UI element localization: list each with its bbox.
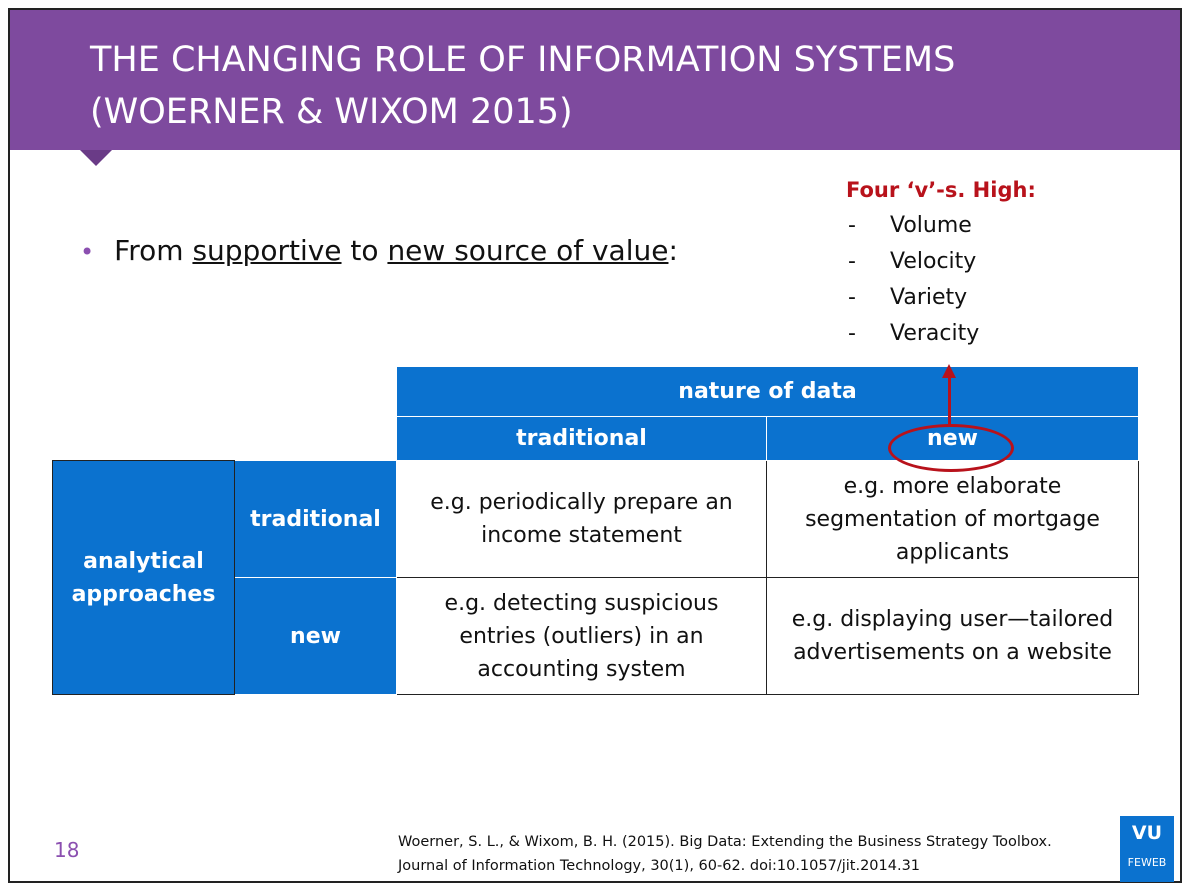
four-vs-item: - Volume (846, 208, 1036, 244)
row-header-new: new (234, 577, 397, 695)
title-notch (80, 150, 112, 166)
four-vs-item-label: Variety (890, 285, 968, 310)
slide: THE CHANGING ROLE OF INFORMATION SYSTEMS… (8, 8, 1182, 883)
title-line-1: THE CHANGING ROLE OF INFORMATION SYSTEMS (90, 40, 956, 80)
bullet-underline-new-source: new source of value (387, 234, 669, 267)
citation-line-2: Journal of Information Technology, 30(1)… (398, 858, 921, 874)
four-vs-item-label: Veracity (890, 321, 980, 346)
cell-new-new: e.g. displaying user—tailored advertisem… (766, 577, 1139, 695)
main-bullet: • From supportive to new source of value: (80, 234, 678, 267)
arrow-line (948, 376, 951, 424)
bullet-underline-supportive: supportive (192, 234, 342, 267)
logo-bottom-text: FEWEB (1127, 856, 1167, 869)
bullet-middle: to (341, 234, 388, 267)
bullet-icon: • (80, 238, 95, 266)
vu-feweb-logo: VU FEWEB (1120, 816, 1174, 882)
row-group-analytical-approaches: analytical approaches (52, 460, 235, 695)
title-line-2: (WOERNER & WIXOM 2015) (90, 92, 573, 132)
four-vs-item: - Veracity (846, 316, 1036, 352)
title-bar: THE CHANGING ROLE OF INFORMATION SYSTEMS… (10, 10, 1180, 150)
four-vs-heading: Four ‘v’-s. High: (846, 178, 1036, 202)
bullet-prefix: From (114, 234, 193, 267)
bullet-suffix: : (668, 234, 678, 267)
cell-new-traditional: e.g. detecting suspicious entries (outli… (396, 577, 767, 695)
four-vs-item: - Velocity (846, 244, 1036, 280)
page-number: 18 (54, 838, 80, 862)
col-header-traditional: traditional (396, 416, 767, 461)
cell-traditional-traditional: e.g. periodically prepare an income stat… (396, 460, 767, 578)
four-vs-item: - Variety (846, 280, 1036, 316)
logo-top-text: VU (1131, 822, 1163, 844)
row-header-traditional: traditional (234, 460, 397, 578)
data-analytics-matrix: nature of data traditional new analytica… (52, 366, 1139, 695)
citation-line-1: Woerner, S. L., & Wixom, B. H. (2015). B… (398, 834, 1052, 850)
arrow-head-icon (942, 364, 956, 378)
four-vs-box: Four ‘v’-s. High: - Volume - Velocity - Var… (846, 178, 1036, 352)
header-nature-of-data: nature of data (396, 366, 1139, 417)
highlight-ellipse (888, 424, 1014, 472)
four-vs-item-label: Velocity (890, 249, 977, 274)
slide-title: THE CHANGING ROLE OF INFORMATION SYSTEMS… (90, 34, 1140, 138)
cell-traditional-new: e.g. more elaborate segmentation of mort… (766, 460, 1139, 578)
citation: Woerner, S. L., & Wixom, B. H. (2015). B… (398, 830, 1052, 878)
four-vs-item-label: Volume (890, 213, 972, 238)
